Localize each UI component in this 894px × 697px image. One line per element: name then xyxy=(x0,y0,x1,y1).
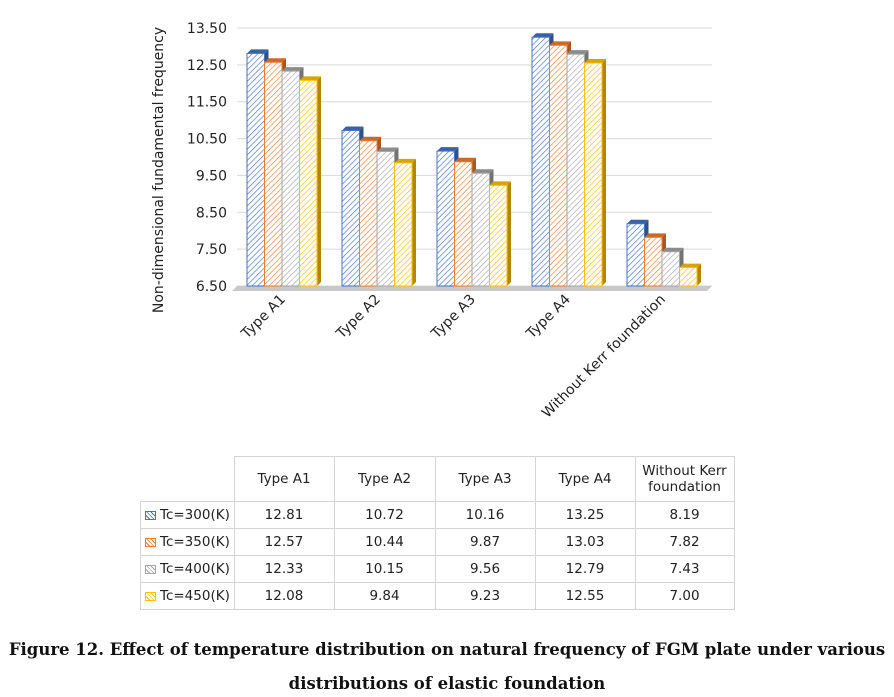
table-corner xyxy=(140,456,235,502)
legend-entry: Tc=400(K) xyxy=(140,555,235,583)
table-cell: 9.56 xyxy=(434,555,536,583)
table-cell: 13.03 xyxy=(534,528,636,556)
legend-label: Tc=450(K) xyxy=(160,588,230,604)
legend-label: Tc=350(K) xyxy=(160,534,230,550)
x-category-label: Type A3 xyxy=(428,292,479,343)
table-row: Tc=350(K) 12.57 10.44 9.87 13.03 7.82 xyxy=(140,528,735,556)
legend-entry: Tc=450(K) xyxy=(140,582,235,610)
legend-swatch xyxy=(145,511,156,520)
table-column-header: Type A1 xyxy=(233,456,335,502)
y-tick-label: 8.50 xyxy=(196,205,227,221)
figure-caption-line-2: distributions of elastic foundation xyxy=(288,674,606,693)
table-cell: 13.25 xyxy=(534,501,636,529)
bar-1-4 xyxy=(299,76,321,287)
data-table: Type A1 Type A2 Type A3 Type A4 Without Kerr… xyxy=(140,456,735,610)
y-tick-label: 9.50 xyxy=(196,168,227,184)
y-tick-label: 6.50 xyxy=(196,279,227,295)
y-axis: 6.50 7.50 8.50 9.50 10.50 11.50 12.50 13.50 xyxy=(187,21,227,295)
table-cell: 12.79 xyxy=(534,555,636,583)
table-body: Tc=300(K) 12.81 10.72 10.16 13.25 8.19 Tc=350(… xyxy=(140,501,735,610)
table-cell: 12.08 xyxy=(233,582,335,610)
y-tick-label: 7.50 xyxy=(196,242,227,258)
table-cell: 9.23 xyxy=(434,582,536,610)
bars xyxy=(246,33,701,287)
chart-floor xyxy=(232,286,712,291)
table-row: Tc=400(K) 12.33 10.15 9.56 12.79 7.43 xyxy=(140,555,735,583)
table-column-header: Without Kerr foundation xyxy=(634,456,735,502)
table-header-row: Type A1 Type A2 Type A3 Type A4 Without Kerr… xyxy=(140,456,735,502)
table-column-header: Type A2 xyxy=(333,456,436,502)
table-cell: 10.72 xyxy=(333,501,436,529)
legend-swatch xyxy=(145,538,156,547)
legend-swatch xyxy=(145,565,156,574)
y-tick-label: 10.50 xyxy=(187,132,227,148)
table-row: Tc=450(K) 12.08 9.84 9.23 12.55 7.00 xyxy=(140,582,735,610)
x-category-label: Type A2 xyxy=(333,292,384,343)
table-cell: 12.55 xyxy=(534,582,636,610)
y-tick-label: 13.50 xyxy=(187,21,227,37)
table-column-header: Type A4 xyxy=(534,456,636,502)
legend-label: Tc=400(K) xyxy=(160,561,230,577)
legend-swatch xyxy=(145,592,156,601)
table-cell: 9.84 xyxy=(333,582,436,610)
table-cell: 7.00 xyxy=(634,582,735,610)
table-cell: 7.82 xyxy=(634,528,735,556)
table-cell: 12.33 xyxy=(233,555,335,583)
legend-entry: Tc=300(K) xyxy=(140,501,235,529)
table-cell: 7.43 xyxy=(634,555,735,583)
x-category-label: Type A4 xyxy=(523,291,574,342)
bar-3-4 xyxy=(489,181,511,287)
table-cell: 10.16 xyxy=(434,501,536,529)
bar-2-4 xyxy=(394,158,416,287)
y-axis-title: Non-dimensional fundamental frequency xyxy=(151,27,167,313)
table-cell: 10.44 xyxy=(333,528,436,556)
table-cell: 9.87 xyxy=(434,528,536,556)
bar-chart: 6.50 7.50 8.50 9.50 10.50 11.50 12.50 13.50 Typ… xyxy=(151,21,712,421)
table-cell: 8.19 xyxy=(634,501,735,529)
bar-4-4 xyxy=(584,59,606,287)
table-cell: 10.15 xyxy=(333,555,436,583)
figure-caption-line-1: Figure 12. Effect of temperature distrib… xyxy=(8,640,886,659)
table-row: Tc=300(K) 12.81 10.72 10.16 13.25 8.19 xyxy=(140,501,735,529)
bar-5-4 xyxy=(679,263,701,287)
x-category-label: Type A1 xyxy=(238,292,289,343)
y-tick-label: 12.50 xyxy=(187,58,227,74)
table-cell: 12.57 xyxy=(233,528,335,556)
legend-label: Tc=300(K) xyxy=(160,507,230,523)
floor xyxy=(232,286,712,291)
y-tick-label: 11.50 xyxy=(187,95,227,111)
legend-entry: Tc=350(K) xyxy=(140,528,235,556)
table-cell: 12.81 xyxy=(233,501,335,529)
table-column-header: Type A3 xyxy=(434,456,536,502)
